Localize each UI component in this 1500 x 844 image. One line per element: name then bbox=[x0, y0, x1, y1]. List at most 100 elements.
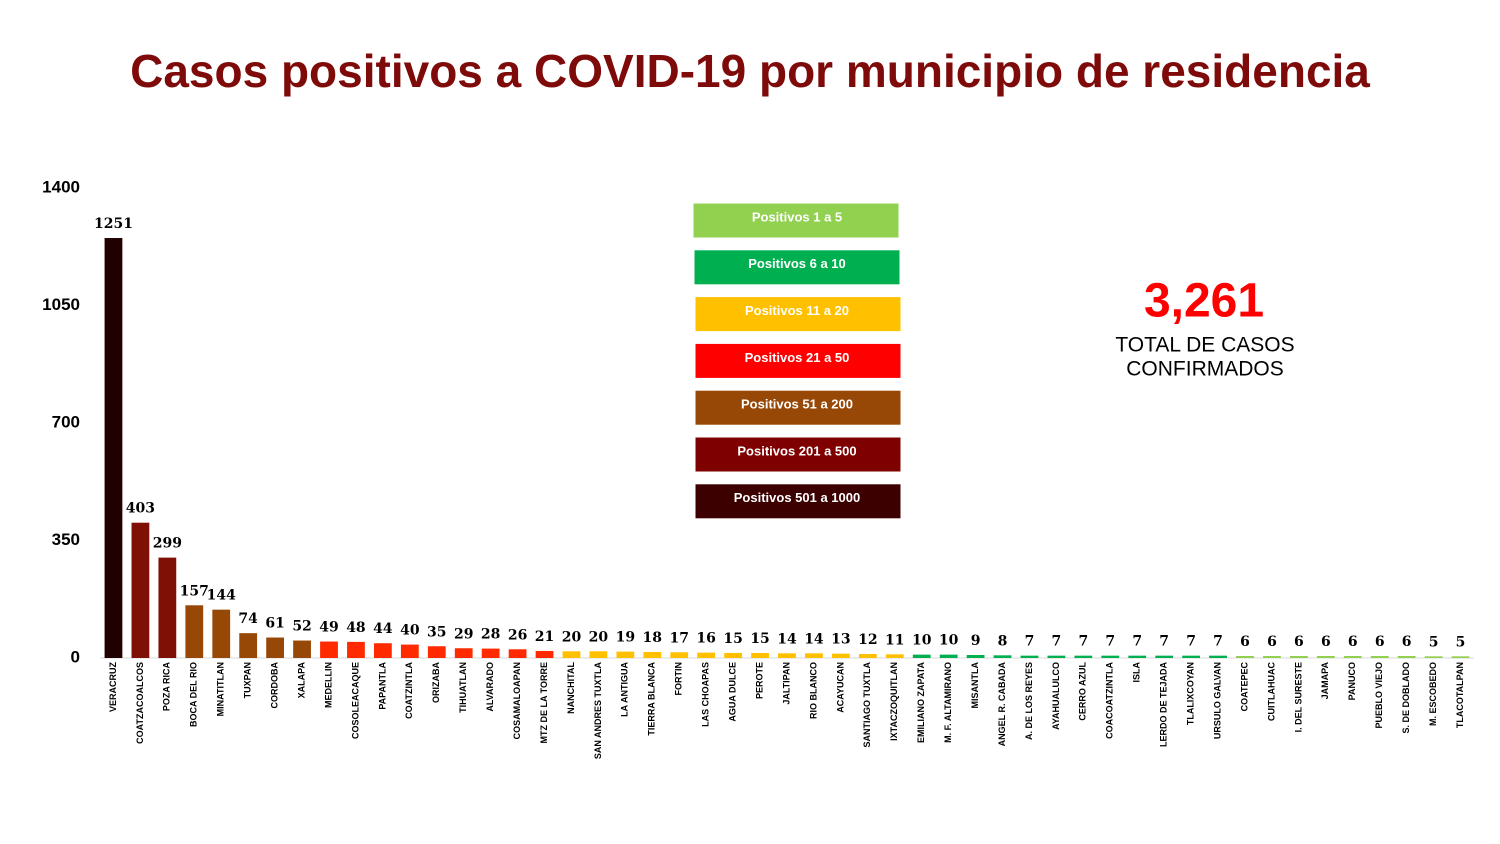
bar bbox=[939, 654, 958, 658]
value-label: 11 bbox=[885, 632, 904, 648]
x-tick-label: NANCHITAL bbox=[566, 662, 576, 714]
x-tick-label: COACOATZINTLA bbox=[1105, 662, 1115, 739]
value-label: 9 bbox=[971, 633, 981, 649]
bar bbox=[778, 653, 796, 658]
legend-label: Positivos 501 a 1000 bbox=[734, 490, 860, 505]
bar bbox=[858, 653, 877, 658]
x-tick-label: PUEBLO VIEJO bbox=[1374, 662, 1384, 729]
value-label: 29 bbox=[454, 626, 473, 642]
bar bbox=[1047, 655, 1066, 658]
legend-swatch bbox=[694, 436, 902, 473]
legend-swatch bbox=[694, 296, 902, 333]
bar bbox=[158, 557, 177, 658]
total-label: TOTAL DE CASOS bbox=[1115, 334, 1294, 357]
value-label: 20 bbox=[589, 629, 609, 645]
x-tick-label: COSAMALOAPAN bbox=[512, 662, 522, 739]
x-tick-label: JALTIPAN bbox=[781, 662, 791, 705]
x-tick-label: CUITLAHUAC bbox=[1266, 662, 1276, 721]
x-tick-label: M. ESCOBEDO bbox=[1428, 662, 1438, 726]
value-label: 44 bbox=[373, 621, 393, 637]
x-tick-label: A. DE LOS REYES bbox=[1024, 662, 1034, 740]
value-label: 8 bbox=[998, 633, 1008, 649]
bar bbox=[1343, 655, 1362, 658]
value-label: 26 bbox=[508, 627, 527, 643]
bar bbox=[293, 640, 311, 658]
x-tick-label: MEDELLIN bbox=[323, 662, 333, 708]
value-label: 14 bbox=[804, 631, 824, 647]
x-tick-label: ALVARADO bbox=[485, 662, 495, 712]
x-tick-label: LA ANTIGUA bbox=[620, 662, 630, 717]
bar bbox=[1397, 655, 1416, 658]
value-label: 12 bbox=[858, 632, 877, 648]
value-label: 19 bbox=[616, 630, 635, 646]
legend-swatch bbox=[692, 202, 900, 239]
x-tick-label: TLALIXCOYAN bbox=[1185, 662, 1195, 725]
bar bbox=[751, 652, 769, 658]
bar bbox=[1020, 655, 1039, 658]
x-tick-label: PANUCO bbox=[1347, 662, 1357, 700]
x-tick-label: TIERRA BLANCA bbox=[647, 662, 657, 736]
x-tick-label: COSOLEACAQUE bbox=[350, 662, 360, 739]
bar bbox=[589, 651, 608, 658]
value-label: 74 bbox=[238, 611, 258, 627]
value-label: 18 bbox=[643, 630, 662, 646]
legend-label: Positivos 11 a 20 bbox=[745, 303, 849, 318]
bar bbox=[1101, 655, 1120, 658]
x-tick-label: I. DEL SURESTE bbox=[1293, 662, 1303, 732]
value-label: 7 bbox=[1105, 634, 1115, 650]
total-label: CONFIRMADOS bbox=[1126, 358, 1284, 381]
value-label: 6 bbox=[1321, 634, 1331, 650]
legend-label: Positivos 51 a 200 bbox=[741, 397, 853, 412]
x-tick-label: ANGEL R. CABADA bbox=[997, 662, 1007, 747]
value-label: 6 bbox=[1294, 634, 1304, 650]
bar bbox=[670, 652, 689, 658]
x-tick-label: POZA RICA bbox=[162, 662, 172, 712]
bar bbox=[131, 522, 150, 658]
value-label: 157 bbox=[180, 583, 209, 599]
value-label: 14 bbox=[777, 631, 797, 647]
value-label: 49 bbox=[319, 620, 338, 636]
y-tick-label: 700 bbox=[52, 412, 80, 431]
bar bbox=[212, 609, 231, 658]
value-label: 403 bbox=[126, 501, 155, 517]
value-label: 6 bbox=[1375, 634, 1385, 650]
bar bbox=[912, 654, 931, 658]
value-label: 48 bbox=[346, 620, 365, 636]
bar bbox=[1128, 655, 1147, 658]
x-tick-label: COATZINTLA bbox=[404, 662, 414, 719]
total-value: 3,261 bbox=[1144, 275, 1264, 328]
bar bbox=[481, 648, 500, 658]
bar bbox=[1370, 655, 1389, 658]
x-tick-label: MISANTLA bbox=[970, 662, 980, 709]
y-tick-label: 350 bbox=[52, 530, 80, 549]
x-tick-label: SAN ANDRES TUXTLA bbox=[593, 662, 603, 760]
bar bbox=[831, 653, 850, 658]
bar bbox=[508, 649, 527, 658]
value-label: 13 bbox=[831, 632, 850, 648]
bar bbox=[1236, 655, 1254, 658]
value-label: 40 bbox=[400, 623, 420, 639]
x-tick-label: CERRO AZUL bbox=[1078, 662, 1088, 721]
value-label: 52 bbox=[292, 619, 311, 635]
chart-title: Casos positivos a COVID-19 por municipio… bbox=[130, 45, 1370, 97]
x-tick-label: PAPANTLA bbox=[377, 662, 387, 710]
x-tick-label: M. F. ALTAMIRANO bbox=[943, 662, 953, 743]
x-tick-label: FORTIN bbox=[674, 662, 684, 696]
bar bbox=[535, 650, 554, 658]
value-label: 17 bbox=[669, 630, 688, 646]
value-label: 299 bbox=[153, 536, 182, 552]
x-tick-label: TUXPAN bbox=[243, 662, 253, 698]
bar bbox=[1451, 656, 1470, 658]
value-label: 1251 bbox=[94, 216, 133, 232]
value-label: 6 bbox=[1402, 634, 1412, 650]
value-label: 7 bbox=[1052, 634, 1062, 650]
value-label: 61 bbox=[265, 616, 284, 632]
value-label: 144 bbox=[207, 588, 236, 604]
x-tick-label: CORDOBA bbox=[269, 662, 279, 709]
bar bbox=[1289, 655, 1308, 658]
value-label: 7 bbox=[1078, 634, 1088, 650]
legend-label: Positivos 6 a 10 bbox=[748, 256, 846, 271]
legend-swatch bbox=[694, 342, 902, 379]
x-tick-label: VERACRUZ bbox=[108, 662, 118, 713]
